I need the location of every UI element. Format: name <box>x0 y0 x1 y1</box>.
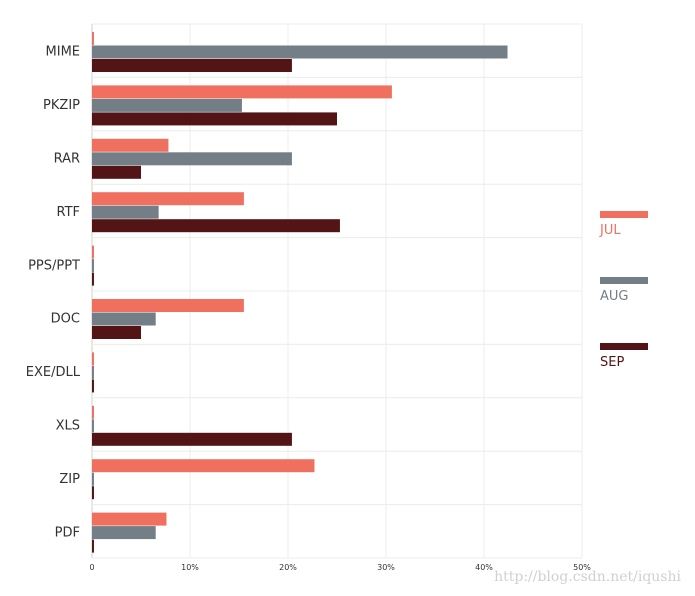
bar-jul-pps-ppt <box>92 245 94 259</box>
category-label-rtf: RTF <box>56 205 80 220</box>
category-label-xls: XLS <box>56 419 80 434</box>
legend-label-sep: SEP <box>600 355 624 370</box>
category-label-mime: MIME <box>46 45 80 60</box>
bar-aug-doc <box>92 312 156 326</box>
bar-jul-xls <box>92 405 94 419</box>
category-label-pkzip: PKZIP <box>43 98 80 113</box>
x-tick-label-30: 30% <box>377 563 395 572</box>
bar-aug-rtf <box>92 205 159 219</box>
bar-aug-exe-dll <box>92 365 94 379</box>
bar-jul-rtf <box>92 192 244 206</box>
category-label-doc: DOC <box>51 312 80 327</box>
bar-sep-rtf <box>92 219 340 233</box>
bar-jul-exe-dll <box>92 352 94 366</box>
category-label-rar: RAR <box>54 152 80 167</box>
bar-jul-doc <box>92 299 244 312</box>
bar-sep-mime <box>92 59 292 72</box>
category-labels: MIME PKZIP RAR RTF PPS/PPT DOC EXE/DLL XLS ZIP PD… <box>26 45 81 541</box>
bar-jul-mime <box>92 32 94 45</box>
x-tick-label-40: 40% <box>475 563 493 572</box>
x-tick-label-0: 0 <box>89 563 94 572</box>
bar-aug-xls <box>92 419 94 433</box>
bar-aug-mime <box>92 45 508 59</box>
bar-sep-zip <box>92 486 94 500</box>
bar-jul-rar <box>92 138 169 152</box>
x-tick-label-50: 50% <box>573 563 591 572</box>
bar-aug-pps-ppt <box>92 259 94 273</box>
watermark-text: http://blog.csdn.net/iqushi <box>494 569 681 585</box>
bar-sep-exe-dll <box>92 379 94 393</box>
legend-swatch-sep <box>600 343 648 350</box>
bar-sep-rar <box>92 165 141 179</box>
bar-jul-pkzip <box>92 85 392 99</box>
grid-lines <box>91 23 583 559</box>
legend-label-jul: JUL <box>599 223 621 238</box>
x-tick-label-10: 10% <box>181 563 199 572</box>
bar-sep-pps-ppt <box>92 272 94 286</box>
category-label-exe-dll: EXE/DLL <box>26 365 81 380</box>
x-axis-ticks: 0 10% 20% 30% 40% 50% <box>89 563 591 572</box>
bar-aug-pkzip <box>92 98 242 112</box>
bar-sep-doc <box>92 326 141 339</box>
bar-jul-zip <box>92 459 315 473</box>
legend-swatch-jul <box>600 211 648 218</box>
legend-swatch-aug <box>600 277 648 284</box>
bar-jul-pdf <box>92 512 167 526</box>
bar-sep-xls <box>92 432 292 446</box>
category-label-zip: ZIP <box>59 472 80 487</box>
bar-aug-rar <box>92 152 292 166</box>
bar-sep-pkzip <box>92 112 337 126</box>
legend-label-aug: AUG <box>600 289 628 304</box>
category-label-pdf: PDF <box>55 525 80 540</box>
legend: JUL AUG SEP <box>599 211 648 370</box>
x-tick-label-20: 20% <box>279 563 297 572</box>
bar-aug-zip <box>92 472 94 486</box>
bar-sep-pdf <box>92 539 94 553</box>
bars <box>92 32 508 553</box>
category-label-pps-ppt: PPS/PPT <box>28 258 80 273</box>
bar-aug-pdf <box>92 526 156 540</box>
